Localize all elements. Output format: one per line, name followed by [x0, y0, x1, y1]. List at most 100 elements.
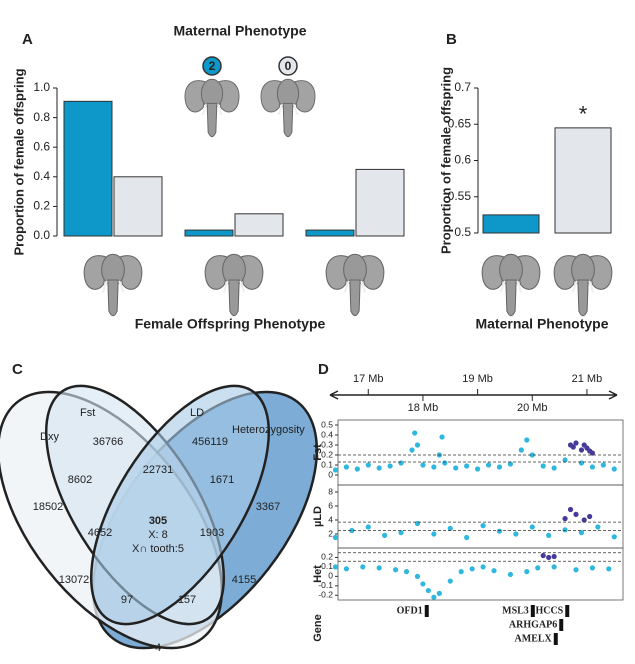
legend-swatch — [278, 56, 298, 76]
y-tick-label: 0.5 — [454, 225, 471, 239]
data-point — [414, 573, 421, 579]
data-point — [581, 517, 587, 523]
data-point — [475, 466, 481, 472]
data-point — [578, 460, 585, 466]
data-point — [606, 566, 612, 572]
data-point — [611, 466, 617, 472]
y-tick-label: 0.8 — [33, 110, 50, 124]
x-tick-label: 20 Mb — [517, 402, 548, 414]
data-point — [398, 530, 404, 536]
data-point — [578, 447, 585, 453]
elephant-icon — [204, 253, 264, 317]
bar — [355, 168, 405, 237]
gene-marker — [553, 633, 558, 645]
data-point — [458, 569, 464, 575]
y-tick-label: 0.1 — [321, 561, 333, 571]
y-axis-label: Proportion of female offspring — [438, 67, 453, 254]
data-point — [573, 440, 579, 446]
gene-marker — [530, 605, 535, 617]
y-tick-label: -0.2 — [318, 590, 333, 600]
data-point — [507, 571, 513, 578]
bar — [184, 229, 234, 237]
track-label: Gene — [312, 614, 324, 642]
region-count: 157 — [178, 594, 196, 606]
legend-label: 0 — [285, 59, 292, 73]
set-ellipse — [89, 384, 271, 626]
y-tick-label: 4 — [328, 514, 333, 524]
panel-label: D — [318, 361, 329, 378]
region-count: 456119 — [192, 436, 228, 448]
y-axis-label: Proportion of female offspring — [11, 68, 26, 255]
elephant-icon — [260, 78, 316, 138]
data-point — [469, 566, 475, 572]
region-count: 36766 — [93, 436, 124, 448]
data-point — [447, 578, 453, 584]
region-count: 97 — [121, 594, 133, 606]
data-point — [442, 460, 448, 466]
data-point — [376, 465, 382, 471]
gene-label: HCCS — [535, 605, 563, 616]
y-tick-label: 0.4 — [33, 169, 50, 183]
data-point — [431, 531, 437, 537]
set-label: LD — [190, 407, 204, 419]
region-count: 4 — [155, 642, 161, 654]
data-point — [387, 463, 393, 469]
set-label: Dxy — [40, 431, 59, 443]
data-point — [551, 564, 557, 570]
data-point — [453, 465, 459, 471]
y-tick-label: 0.5 — [321, 419, 333, 429]
data-point — [332, 564, 339, 570]
data-point — [513, 531, 519, 537]
data-point — [431, 464, 437, 470]
gene-marker — [559, 619, 564, 631]
region-count: 4652 — [88, 527, 112, 539]
chart-title: Maternal Phenotype — [173, 23, 306, 39]
data-point — [365, 524, 371, 530]
data-point — [431, 594, 437, 600]
data-point — [524, 569, 530, 575]
data-point — [573, 567, 579, 573]
venn-diagram: Dxy Fst LD Heterozygosity 18502 36766 45… — [0, 384, 319, 654]
data-point — [529, 452, 535, 458]
data-point — [562, 516, 568, 522]
data-point — [412, 430, 418, 436]
data-point — [551, 465, 557, 471]
y-tick-label: 0.2 — [321, 552, 333, 562]
region-count: 18502 — [33, 501, 64, 513]
data-point — [567, 506, 574, 513]
y-tick-label: 6 — [328, 500, 333, 510]
region-count: 8602 — [68, 474, 92, 486]
set-label: Fst — [80, 407, 95, 419]
track-frame — [337, 484, 624, 549]
data-point — [420, 462, 426, 468]
data-point — [447, 525, 453, 532]
elephant-icon — [325, 253, 385, 317]
y-tick-label: 0.7 — [454, 80, 471, 94]
gene-label: MSL3 — [502, 605, 529, 616]
region-note: X: 8 — [148, 529, 168, 541]
region-count: 1903 — [200, 527, 224, 539]
data-point — [464, 463, 470, 469]
x-axis-label: Maternal Phenotype — [475, 316, 608, 332]
data-point — [376, 565, 382, 571]
elephant-icon — [184, 78, 240, 138]
data-point — [343, 566, 349, 572]
data-point — [589, 450, 596, 456]
data-point — [343, 464, 349, 470]
data-point — [354, 466, 360, 472]
gene-label: ARHGAP6 — [509, 619, 557, 630]
y-tick-label: 0.0 — [33, 228, 50, 242]
x-tick-label: 17 Mb — [353, 373, 384, 385]
y-tick-label: 0.1 — [321, 459, 333, 469]
region-note: X∩ tooth:5 — [132, 543, 184, 555]
data-point — [480, 523, 486, 529]
data-point — [518, 447, 524, 453]
x-tick-label: 19 Mb — [462, 373, 493, 385]
y-tick-label: 0.4 — [321, 429, 333, 439]
data-point — [570, 444, 576, 450]
data-point — [393, 567, 399, 573]
y-tick-label: 2 — [328, 528, 333, 538]
data-point — [332, 534, 339, 541]
region-count: 22731 — [143, 464, 174, 476]
